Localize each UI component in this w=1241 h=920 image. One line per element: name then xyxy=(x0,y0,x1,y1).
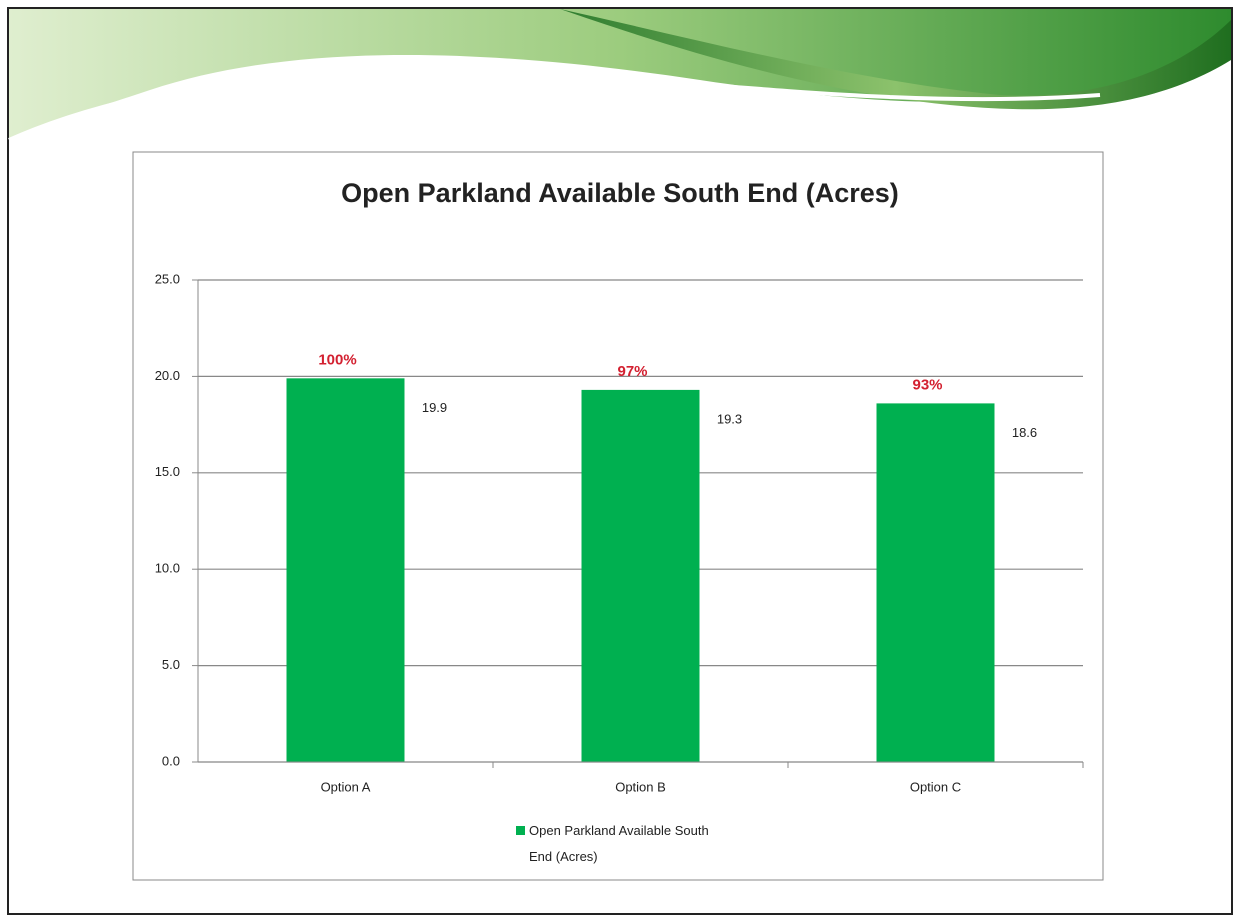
annotation: 97% xyxy=(617,363,647,380)
y-tick-label: 25.0 xyxy=(155,271,180,286)
y-tick-label: 20.0 xyxy=(155,368,180,383)
y-tick-label: 10.0 xyxy=(155,561,180,576)
legend-swatch xyxy=(516,826,525,835)
bar xyxy=(286,378,405,762)
chart-title: Open Parkland Available South End (Acres… xyxy=(341,178,899,208)
bar xyxy=(581,389,700,762)
annotation: 93% xyxy=(912,376,942,393)
legend: Open Parkland Available South End (Acres… xyxy=(516,818,729,870)
header-swoosh xyxy=(9,9,1231,140)
header-swoosh-dark xyxy=(560,9,1231,110)
annotation: 100% xyxy=(318,351,356,368)
value-label: 19.9 xyxy=(422,400,447,415)
x-tick-label: Option A xyxy=(321,779,371,794)
value-label: 19.3 xyxy=(717,411,742,426)
x-tick-label: Option B xyxy=(615,779,666,794)
bar xyxy=(876,403,995,762)
legend-label: Open Parkland Available South End (Acres… xyxy=(529,823,709,864)
x-tick-label: Option C xyxy=(910,779,961,794)
y-tick-label: 5.0 xyxy=(162,657,180,672)
header-stripe xyxy=(8,66,1101,142)
y-tick-label: 15.0 xyxy=(155,464,180,479)
y-tick-label: 0.0 xyxy=(162,753,180,768)
value-label: 18.6 xyxy=(1012,425,1037,440)
